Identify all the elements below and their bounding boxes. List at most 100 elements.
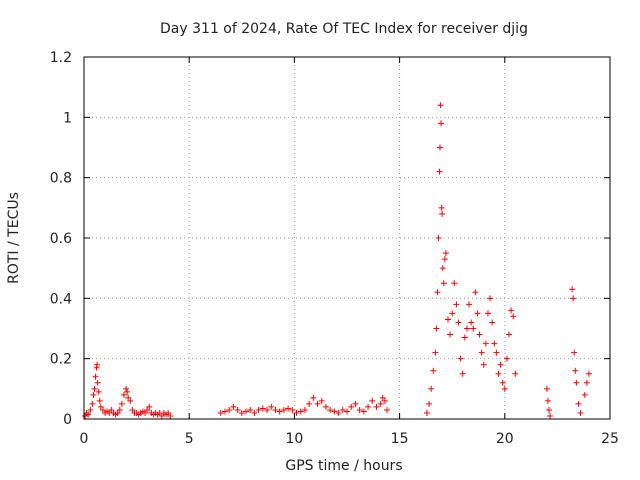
data-point (314, 400, 321, 407)
data-point (461, 334, 468, 341)
data-point (89, 400, 96, 407)
data-point (251, 409, 258, 416)
data-point (442, 250, 449, 257)
x-axis-label: GPS time / hours (285, 458, 402, 474)
data-point (280, 406, 287, 413)
x-tick-label: 15 (391, 431, 409, 447)
data-point (433, 325, 440, 332)
data-point (247, 406, 254, 413)
data-point (335, 409, 342, 416)
data-point (381, 397, 388, 404)
y-tick-label: 0 (63, 412, 72, 428)
data-point (91, 385, 98, 392)
data-point (369, 397, 376, 404)
data-point (97, 403, 104, 410)
data-point (463, 325, 470, 332)
data-point (470, 325, 477, 332)
x-tick-label: 25 (601, 431, 619, 447)
x-axis-ticks: 0 5 10 15 20 25 (80, 57, 619, 447)
data-point (255, 406, 262, 413)
data-point (572, 367, 579, 374)
data-point (85, 411, 92, 418)
data-point (365, 403, 372, 410)
data-point (482, 340, 489, 347)
data-point (451, 280, 458, 287)
data-point (437, 102, 444, 109)
data-point (474, 310, 481, 317)
data-point (167, 412, 174, 419)
data-point (259, 405, 266, 412)
gridlines (84, 57, 610, 419)
data-point (438, 120, 445, 127)
data-point (545, 406, 552, 413)
data-point (510, 313, 517, 320)
data-point (114, 409, 121, 416)
data-point (478, 349, 485, 356)
data-point (344, 408, 350, 415)
data-point (230, 403, 237, 410)
data-point (497, 361, 504, 368)
data-point (484, 310, 491, 317)
data-point (487, 295, 494, 302)
data-point (158, 412, 165, 419)
data-point (217, 409, 224, 416)
data-point (118, 400, 125, 407)
y-tick-label: 0.4 (50, 291, 72, 307)
data-point (276, 408, 283, 415)
data-point (439, 265, 446, 272)
data-point (430, 367, 437, 374)
y-tick-label: 1 (63, 110, 72, 126)
data-point (234, 406, 241, 413)
data-point (306, 400, 313, 407)
data-point (491, 340, 498, 347)
y-tick-label: 0.6 (50, 231, 72, 247)
data-point (92, 373, 99, 380)
data-point (377, 400, 384, 407)
data-point (356, 406, 363, 413)
data-point (142, 409, 149, 416)
data-point (506, 331, 513, 338)
data-point (146, 403, 153, 410)
data-point (423, 409, 430, 416)
data-point (436, 144, 443, 151)
data-point (127, 397, 134, 404)
data-point (466, 301, 473, 308)
data-point (123, 385, 130, 392)
data-point (331, 408, 338, 415)
data-point (573, 379, 580, 386)
data-point (285, 405, 292, 412)
x-tick-label: 0 (80, 431, 89, 447)
data-point (503, 355, 510, 362)
data-point (435, 235, 442, 241)
data-point (129, 406, 136, 413)
data-point (289, 406, 296, 413)
data-point (94, 361, 101, 368)
data-point (125, 394, 132, 401)
data-point (543, 385, 550, 392)
data-point (577, 409, 584, 416)
data-point (472, 289, 479, 296)
data-point (95, 388, 102, 395)
data-point (221, 408, 228, 415)
data-point (352, 400, 359, 407)
data-point (90, 391, 97, 398)
data-point (243, 408, 250, 415)
data-point (512, 370, 519, 377)
data-point (108, 406, 115, 413)
data-point (508, 307, 515, 314)
data-point (226, 406, 233, 413)
data-point (480, 361, 487, 368)
data-point (575, 400, 582, 407)
data-point (268, 403, 275, 410)
data-point (476, 331, 483, 338)
data-point (583, 379, 590, 386)
data-point (444, 316, 451, 323)
data-point (310, 394, 317, 401)
y-axis-ticks: 0 0.2 0.4 0.6 0.8 1 1.2 (50, 50, 610, 428)
data-points (82, 102, 592, 419)
data-point (373, 403, 380, 410)
data-point (468, 319, 475, 326)
data-point (124, 388, 131, 395)
data-point (544, 397, 551, 404)
